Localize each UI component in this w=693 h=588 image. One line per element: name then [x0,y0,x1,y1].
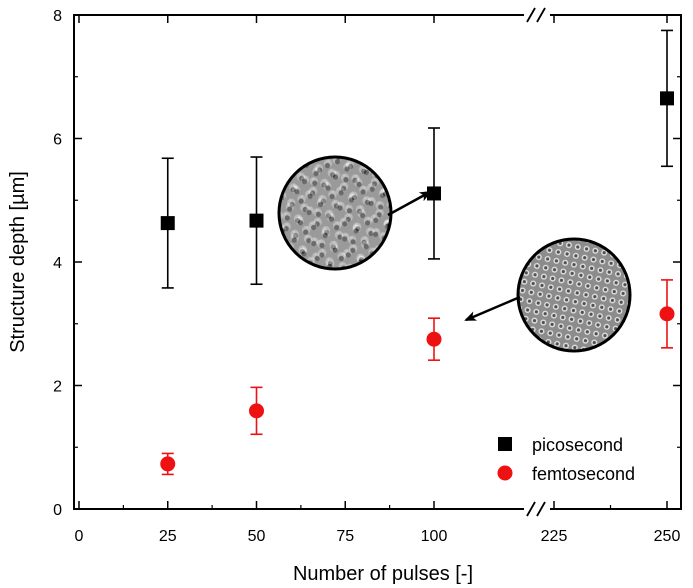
x-axis-title: Number of pulses [-] [293,563,473,585]
x-tick-label-250: 250 [654,528,681,545]
x-tick-label-225: 225 [541,528,568,545]
femtosecond-point-250 [659,279,675,349]
picosecond-point-25 [160,157,175,289]
legend-marker-femtosecond [497,465,513,481]
femtosecond-point-50 [249,386,264,436]
x-tick-label-75: 75 [336,528,354,545]
picosecond-marker [660,91,674,106]
axis-break-bottom [524,500,550,518]
x-tick-label-50: 50 [248,528,266,545]
picosecond-marker [249,213,264,228]
x-tick-label-100: 100 [421,528,448,545]
y-tick-label-0: 0 [53,502,62,519]
picosecond-point-250 [660,29,674,168]
femtosecond-marker [659,306,675,322]
femtosecond-point-100 [426,317,442,361]
series-layer [160,29,675,476]
y-axis-title: Structure depth [µm] [7,171,29,353]
femtosecond-marker [160,456,176,472]
x-tick-label-25: 25 [159,528,177,545]
picosecond-inset-arrow [387,190,432,217]
y-tick-label-8: 8 [53,8,62,25]
y-tick-label-6: 6 [53,132,62,149]
femtosecond-point-25 [160,452,176,476]
x-axis-ticks: 0 25 50 75 100 225 250 [75,15,681,545]
femtosecond-surface-inset [516,237,632,353]
femtosecond-marker [249,403,264,419]
legend-label-picosecond: picosecond [532,435,623,455]
femtosecond-inset-arrow [464,295,521,322]
y-axis-ticks: 0 2 4 6 8 [53,8,681,519]
axis-break-top [524,6,550,24]
legend-marker-picosecond [498,437,512,451]
y-tick-label-4: 4 [53,255,62,272]
picosecond-marker [160,216,175,231]
legend: picosecond femtosecond [497,435,635,484]
y-tick-label-2: 2 [53,379,62,396]
femtosecond-marker [426,331,442,347]
picosecond-point-50 [249,156,264,286]
x-tick-label-0: 0 [75,528,84,545]
picosecond-surface-inset [277,155,393,271]
legend-label-femtosecond: femtosecond [532,464,635,484]
